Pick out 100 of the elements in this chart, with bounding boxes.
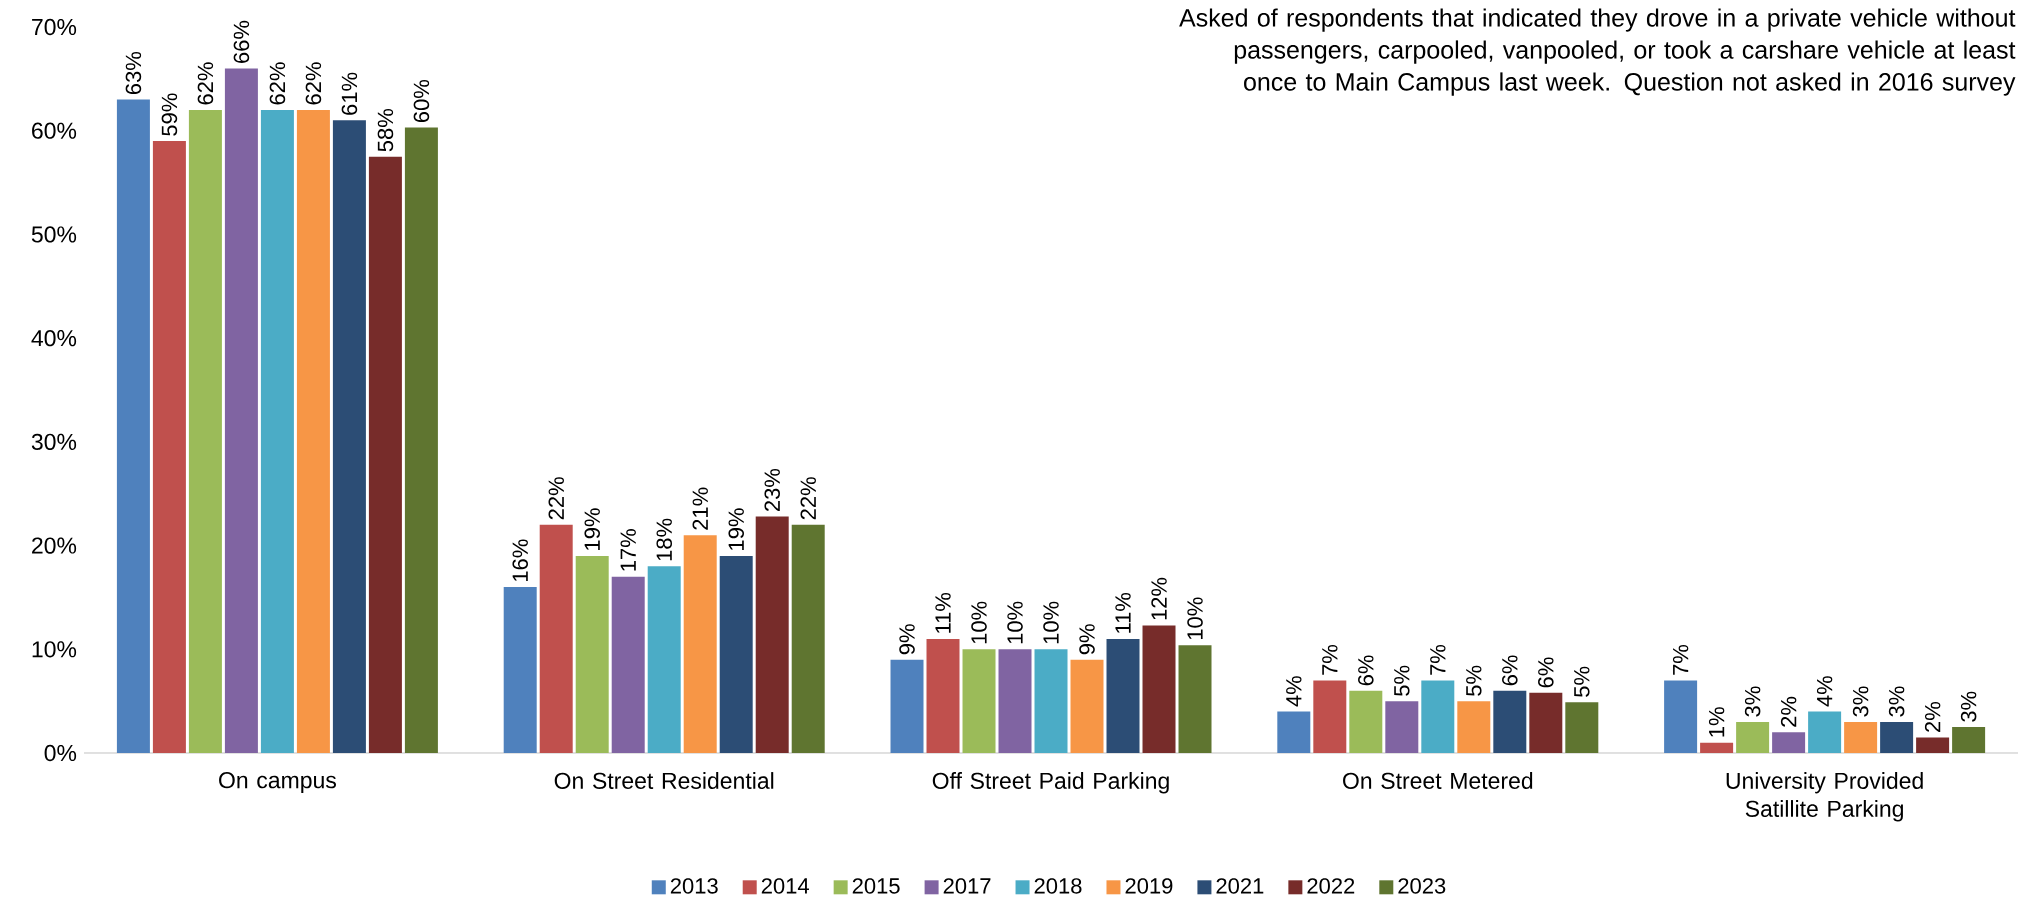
annotation: Asked of respondents that indicated they drove in a private vehicle without passengers, carpooled, vanpooled, or took a carshare vehicle at least once to Main Campus last week. Question not asked in 2016 survey [1179, 8, 2016, 96]
bar [1772, 732, 1806, 753]
bar [611, 576, 645, 753]
data-label: 7% [1430, 645, 1446, 675]
bar [683, 535, 717, 753]
data-label: 11% [935, 592, 951, 633]
bar [1457, 701, 1491, 753]
legend-label: 2023 [1398, 878, 1446, 894]
data-label: 2% [1924, 702, 1941, 732]
legend-label: 2019 [1125, 878, 1173, 894]
data-label: 3% [1888, 686, 1905, 717]
bar [224, 68, 258, 753]
bar [1313, 680, 1347, 753]
bar [575, 555, 609, 753]
legend-label: 2017 [943, 878, 991, 894]
data-label: 2% [1780, 696, 1797, 727]
data-label: 58% [377, 109, 394, 152]
y-tick-label: 70% [32, 18, 77, 36]
bar [1952, 727, 1986, 753]
bar [539, 524, 573, 753]
data-label: 4% [1816, 676, 1833, 707]
bar [962, 649, 996, 753]
bar [1529, 692, 1563, 753]
bar [998, 649, 1032, 753]
bar [719, 555, 753, 753]
bar [1277, 711, 1311, 753]
x-tick-label: On Street Metered [1343, 772, 1533, 789]
data-label: 10% [1043, 601, 1059, 644]
bar [1142, 625, 1176, 753]
y-tick-label: 10% [32, 641, 77, 658]
data-label: 61% [341, 72, 358, 115]
bar [755, 516, 789, 753]
legend-label: 2013 [670, 878, 718, 894]
data-label: 3% [1852, 686, 1869, 717]
data-label: 1% [1708, 707, 1725, 737]
data-label: 10% [1187, 597, 1203, 640]
bar [1736, 721, 1770, 753]
bar [890, 659, 924, 753]
data-label: 22% [548, 477, 564, 520]
x-tick-label: On campus [219, 772, 336, 793]
x-tick-label: Off Street Paid Parking [932, 772, 1169, 794]
data-label: 62% [305, 62, 322, 105]
legend-label: 2014 [761, 878, 809, 894]
data-label: 66% [233, 20, 250, 63]
bar [1565, 702, 1599, 753]
bar [296, 109, 330, 753]
bar [1385, 701, 1419, 753]
bar [116, 99, 150, 753]
bar [1916, 737, 1950, 753]
data-label: 9% [899, 624, 915, 655]
data-label: 6% [1358, 655, 1374, 686]
bar [791, 524, 825, 753]
data-label: 7% [1672, 645, 1689, 675]
bar [1106, 638, 1140, 753]
bar [926, 638, 960, 753]
y-tick-label: 30% [31, 433, 77, 450]
bar [152, 141, 186, 753]
data-label: 12% [1151, 577, 1167, 620]
bar [332, 120, 366, 753]
data-label: 19% [584, 508, 600, 550]
bar [647, 566, 681, 753]
legend-label: 2015 [852, 878, 900, 894]
bar [368, 156, 402, 753]
data-label: 4% [1286, 676, 1302, 707]
bar [1349, 690, 1383, 753]
legend-label: 2021 [1216, 878, 1264, 894]
data-label: 3% [1744, 686, 1761, 717]
x-tick-label: On Street Residential [554, 772, 774, 789]
legend-label: 2018 [1034, 878, 1082, 894]
legend-label: 2022 [1307, 878, 1355, 894]
y-tick-label: 50% [31, 226, 77, 243]
y-tick-label: 0% [44, 744, 77, 762]
bar [188, 109, 222, 753]
bar [1844, 721, 1878, 753]
bar [1700, 742, 1734, 753]
data-label: 23% [764, 468, 780, 512]
data-label: 3% [1960, 691, 1977, 722]
data-label: 10% [971, 601, 987, 644]
bar [1178, 645, 1212, 753]
x-tick-label: University Provided Satillite Parking [1726, 772, 1923, 822]
data-label: 17% [620, 529, 636, 571]
data-label: 7% [1322, 645, 1338, 675]
y-tick-label: 20% [32, 537, 77, 554]
bar [1808, 711, 1842, 753]
bar [260, 109, 294, 753]
data-label: 9% [1079, 624, 1095, 655]
data-label: 10% [1007, 601, 1023, 644]
data-label: 5% [1466, 665, 1482, 696]
bar [1034, 649, 1068, 753]
data-label: 5% [1394, 665, 1410, 696]
bar [1493, 690, 1527, 753]
data-label: 18% [656, 518, 672, 561]
data-label: 62% [197, 62, 214, 105]
data-label: 21% [692, 487, 708, 530]
data-label: 22% [800, 477, 816, 520]
data-label: 6% [1502, 655, 1518, 686]
y-tick-label: 40% [31, 330, 77, 347]
y-tick-label: 60% [32, 122, 77, 139]
data-label: 16% [512, 539, 528, 581]
data-label: 6% [1538, 657, 1554, 688]
